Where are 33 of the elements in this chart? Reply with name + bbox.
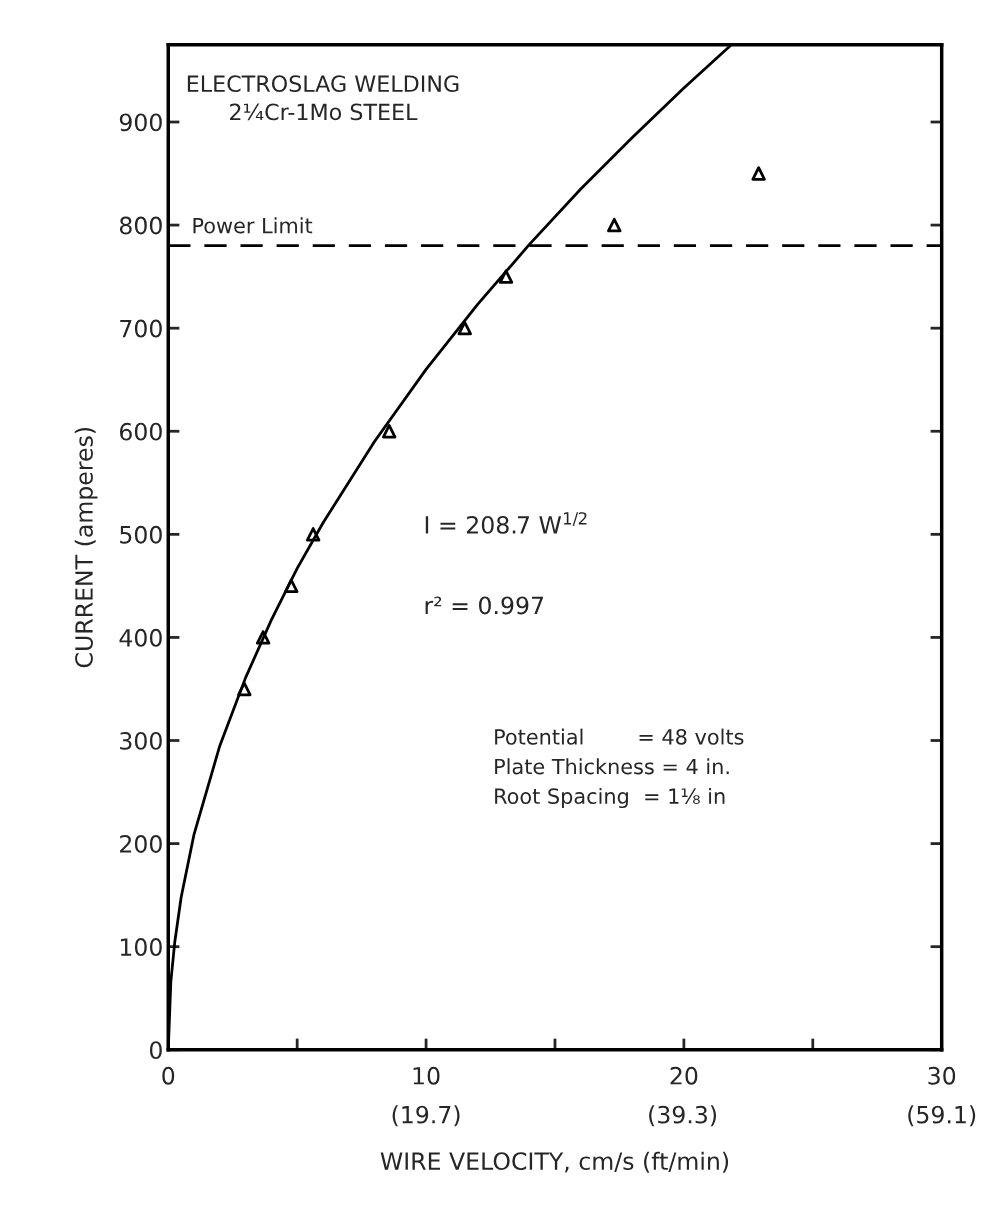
text: ELECTROSLAG WELDING 2¼Cr-1Mo STEEL [187,75,459,121]
x-tick-label: 10 [413,1066,440,1085]
y-tick-label: 600 [119,422,162,441]
point [382,424,397,439]
x-axis-title: WIRE VELOCITY, cm/s (ft/min) [380,1151,729,1173]
point [457,320,472,336]
annotation: r² = 0.997 [425,596,544,615]
point [498,269,514,284]
y-tick-label: 200 [120,835,162,853]
point [284,578,299,594]
x2-tick-label: (19.7) [392,1105,460,1127]
x-tick-label: 20 [670,1066,698,1085]
point [255,630,271,645]
y-tick-label: 100 [120,938,162,956]
y-tick-label: 300 [120,731,162,750]
annotation: Potential = 48 volts Plate Thickness = 4 in. Root Spacing = 1⅛ in [495,728,744,809]
y-tick-label: 500 [120,525,162,544]
point [751,166,766,181]
annotation: I = 208.7 W$^{1/2}$ [425,512,587,534]
y-axis-title: CURRENT (amperes) [74,428,98,668]
y-tick-label: 400 [119,628,162,647]
y-tick-label: 900 [119,113,162,132]
y-tick-label: 700 [120,319,162,338]
point [305,527,321,542]
y-tick-label: 800 [119,216,162,235]
ref-line-label: Power Limit [193,217,313,234]
x-tick-label: 0 [162,1066,175,1085]
x2-tick-label: (59.1) [908,1105,976,1127]
point [607,217,622,233]
x2-tick-label: (39.3) [649,1105,717,1127]
point [237,681,252,697]
x-tick-label: 30 [928,1066,956,1085]
y-tick-label: 0 [149,1041,162,1060]
